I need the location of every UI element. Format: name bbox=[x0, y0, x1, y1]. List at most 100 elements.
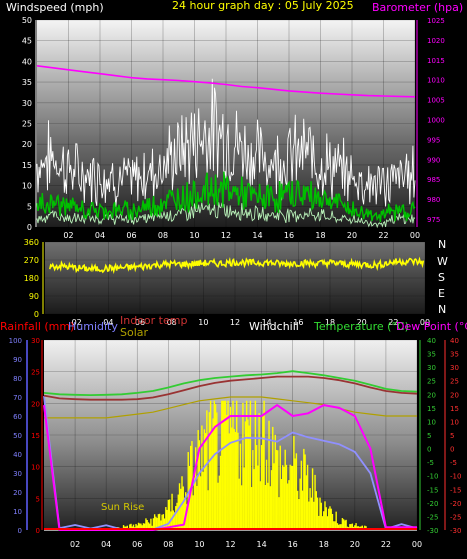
temperature-tick-label: 35 bbox=[427, 351, 436, 359]
dew-point-tick-label: 0 bbox=[450, 446, 454, 454]
temperature-time-label: 22 bbox=[381, 540, 391, 549]
temperature-time-label: 02 bbox=[70, 540, 80, 549]
wind-time-label: 20 bbox=[347, 231, 357, 240]
dew-point-tick-label: -10 bbox=[450, 473, 461, 481]
barometer-tick-label: 1020 bbox=[427, 37, 445, 45]
wind-lull-line bbox=[36, 202, 416, 229]
direction-letter: S bbox=[438, 271, 445, 284]
wind-tick-label: 30 bbox=[22, 99, 32, 108]
dew-point-tick-label: 35 bbox=[450, 351, 459, 359]
dew-point-tick-label: 25 bbox=[450, 378, 459, 386]
temperature-tick-label: 40 bbox=[427, 337, 436, 345]
wind-tick-label: 10 bbox=[22, 182, 32, 191]
wind-tick-label: 45 bbox=[22, 37, 32, 46]
humidity-tick-label: 70 bbox=[13, 394, 22, 402]
direction-time-label: 18 bbox=[325, 318, 335, 327]
temperature-tick-label: -30 bbox=[427, 527, 438, 535]
temperature-line bbox=[43, 370, 418, 396]
barometer-tick-label: 1000 bbox=[427, 117, 445, 125]
temperature-time-label: 20 bbox=[350, 540, 360, 549]
dew-point-tick-label: 15 bbox=[450, 405, 459, 413]
barometer-tick-label: 980 bbox=[427, 196, 440, 204]
humidity-tick-label: 60 bbox=[13, 413, 22, 421]
humidity-tick-label: 80 bbox=[13, 375, 22, 383]
barometer-tick-label: 990 bbox=[427, 156, 440, 164]
humidity-line bbox=[43, 395, 418, 531]
rainfall-tick-label: 15 bbox=[31, 432, 40, 440]
direction-tick-label: 360 bbox=[24, 238, 39, 247]
wind-time-label: 02 bbox=[63, 231, 73, 240]
wind-gust-line bbox=[36, 78, 416, 207]
wind-time-label: 04 bbox=[95, 231, 105, 240]
humidity-tick-label: 100 bbox=[9, 337, 22, 345]
rainfall-tick-label: 10 bbox=[31, 464, 40, 472]
dew-point-tick-label: 5 bbox=[450, 432, 454, 440]
temperature-time-label: 18 bbox=[319, 540, 329, 549]
chart-title: 24 hour graph day : 05 July 2025 bbox=[172, 0, 354, 12]
windchill-legend: Windchill bbox=[249, 320, 299, 333]
direction-tick-label: 270 bbox=[24, 256, 39, 265]
temperature-time-label: 08 bbox=[163, 540, 173, 549]
wind-time-label: 08 bbox=[158, 231, 168, 240]
temperature-tick-label: -10 bbox=[427, 473, 438, 481]
dew-point-tick-label: -20 bbox=[450, 500, 461, 508]
dew-point-tick-label: -15 bbox=[450, 486, 461, 494]
temperature-tick-label: 20 bbox=[427, 391, 436, 399]
direction-letter: N bbox=[438, 303, 446, 316]
direction-tick-label: 90 bbox=[29, 292, 39, 301]
barometer-tick-label: 985 bbox=[427, 176, 440, 184]
barometer-axis-title: Barometer (hpa) bbox=[372, 1, 463, 14]
wind-panel bbox=[37, 20, 415, 227]
barometer-tick-label: 975 bbox=[427, 216, 440, 224]
temperature-tick-label: -20 bbox=[427, 500, 438, 508]
temperature-tick-label: 15 bbox=[427, 405, 436, 413]
rainfall-tick-label: 30 bbox=[31, 337, 40, 345]
humidity-tick-label: 50 bbox=[13, 432, 22, 440]
direction-letter: W bbox=[437, 255, 448, 268]
temperature-tick-label: -5 bbox=[427, 459, 434, 467]
direction-time-label: 14 bbox=[262, 318, 272, 327]
wind-tick-label: 20 bbox=[22, 140, 32, 149]
direction-time-label: 22 bbox=[388, 318, 398, 327]
wind-average-line bbox=[36, 171, 416, 223]
wind-time-label: 12 bbox=[221, 231, 231, 240]
indoor-temp-legend: Indoor temp bbox=[120, 314, 187, 327]
temperature-time-label: 00 bbox=[412, 540, 422, 549]
direction-time-label: 00 bbox=[420, 318, 430, 327]
dew-point-tick-label: 20 bbox=[450, 391, 459, 399]
wind-tick-label: 25 bbox=[22, 120, 32, 129]
wind-time-label: 14 bbox=[252, 231, 262, 240]
temperature-tick-label: 30 bbox=[427, 364, 436, 372]
humidity-legend: Humidity bbox=[68, 320, 118, 333]
temperature-tick-label: 5 bbox=[427, 432, 431, 440]
dew-point-tick-label: -30 bbox=[450, 527, 461, 535]
direction-line bbox=[49, 256, 425, 275]
direction-time-label: 20 bbox=[357, 318, 367, 327]
temperature-tick-label: 0 bbox=[427, 446, 431, 454]
wind-tick-label: 5 bbox=[27, 202, 32, 211]
dew-point-tick-label: 40 bbox=[450, 337, 459, 345]
wind-time-label: 10 bbox=[189, 231, 199, 240]
barometer-tick-label: 995 bbox=[427, 136, 440, 144]
wind-tick-label: 0 bbox=[27, 223, 32, 232]
rainfall-tick-label: 20 bbox=[31, 400, 40, 408]
barometer-tick-label: 1005 bbox=[427, 97, 445, 105]
wind-tick-label: 40 bbox=[22, 57, 32, 66]
temperature-time-label: 16 bbox=[288, 540, 298, 549]
wind-time-label: 16 bbox=[284, 231, 294, 240]
humidity-tick-label: 20 bbox=[13, 489, 22, 497]
wind-time-label: 22 bbox=[378, 231, 388, 240]
humidity-tick-label: 0 bbox=[18, 527, 22, 535]
direction-time-label: 02 bbox=[72, 318, 82, 327]
direction-tick-label: 180 bbox=[24, 274, 39, 283]
direction-time-label: 06 bbox=[135, 318, 145, 327]
wind-axis-title: Windspeed (mph) bbox=[6, 1, 104, 14]
rainfall-legend: Rainfall (mm) bbox=[0, 320, 74, 333]
barometer-tick-label: 1025 bbox=[427, 17, 445, 25]
humidity-tick-label: 30 bbox=[13, 470, 22, 478]
wind-tick-label: 50 bbox=[22, 16, 32, 25]
temperature-tick-label: 25 bbox=[427, 378, 436, 386]
temperature-time-label: 06 bbox=[132, 540, 142, 549]
rainfall-tick-label: 25 bbox=[31, 369, 40, 377]
